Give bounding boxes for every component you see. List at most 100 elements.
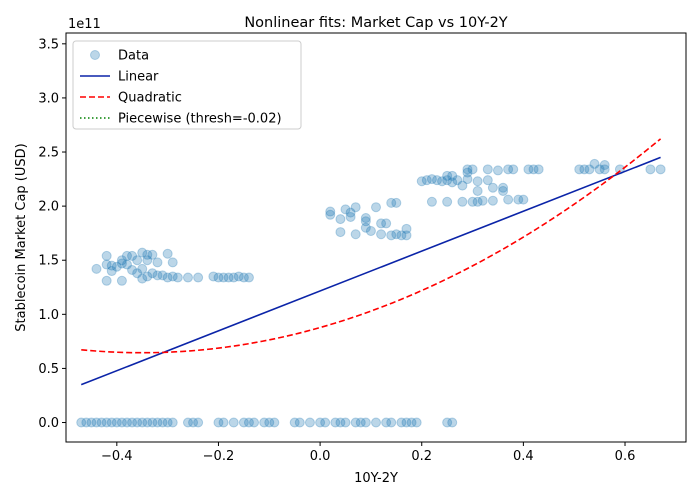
- data-point: [340, 417, 351, 428]
- data-point: [304, 417, 315, 428]
- data-point: [325, 206, 336, 217]
- data-point: [350, 417, 361, 428]
- data-point: [142, 249, 153, 260]
- data-point: [137, 417, 148, 428]
- data-point: [594, 164, 605, 175]
- legend-label: Piecewise (thresh=-0.02): [118, 112, 282, 127]
- data-point: [589, 158, 600, 169]
- x-tick-label: −0.2: [203, 449, 235, 464]
- data-point: [498, 185, 509, 196]
- data-point: [121, 250, 132, 261]
- chart-title: Nonlinear fits: Market Cap vs 10Y-2Y: [244, 15, 507, 31]
- y-tick-label: 0.0: [38, 416, 59, 431]
- data-point: [208, 271, 219, 282]
- data-point: [599, 164, 610, 175]
- data-point: [462, 174, 473, 185]
- data-point: [431, 175, 442, 186]
- data-point: [294, 417, 305, 428]
- data-point: [121, 259, 132, 270]
- data-point: [401, 223, 412, 234]
- data-point: [116, 275, 127, 286]
- data-point: [325, 209, 336, 220]
- y-tick-label: 2.5: [38, 146, 59, 161]
- data-point: [599, 160, 610, 171]
- data-point: [472, 185, 483, 196]
- plot-frame: [65, 32, 687, 443]
- data-point: [335, 214, 346, 225]
- data-point: [355, 417, 366, 428]
- data-point: [376, 218, 387, 229]
- data-point: [157, 417, 168, 428]
- data-point: [86, 417, 97, 428]
- linear-fit-line: [80, 156, 661, 386]
- data-point: [127, 264, 138, 275]
- data-point: [127, 417, 138, 428]
- legend-label: Quadratic: [118, 91, 182, 106]
- data-point: [386, 417, 397, 428]
- data-point: [437, 176, 448, 187]
- data-point: [396, 417, 407, 428]
- data-point: [330, 417, 341, 428]
- data-point: [391, 197, 402, 208]
- data-point: [152, 257, 163, 268]
- data-point: [447, 417, 458, 428]
- data-point: [213, 417, 224, 428]
- data-point: [238, 417, 249, 428]
- data-point: [182, 272, 193, 283]
- data-point: [462, 167, 473, 178]
- data-point: [162, 417, 173, 428]
- data-point: [264, 417, 275, 428]
- data-point: [111, 417, 122, 428]
- data-point: [243, 272, 254, 283]
- y-tick-label: 1.0: [38, 308, 59, 323]
- data-point: [492, 165, 503, 176]
- data-point: [172, 272, 183, 283]
- data-point: [442, 175, 453, 186]
- legend: Data Linear Quadratic Piecewise (thresh=-0.…: [72, 40, 302, 130]
- data-point: [386, 230, 397, 241]
- data-point: [182, 417, 193, 428]
- data-point: [142, 271, 153, 282]
- data-point: [188, 417, 199, 428]
- data-point: [386, 197, 397, 208]
- data-point: [579, 164, 590, 175]
- data-point: [411, 417, 422, 428]
- data-point: [91, 417, 102, 428]
- data-point: [340, 204, 351, 215]
- data-point: [482, 164, 493, 175]
- data-point: [243, 417, 254, 428]
- data-point: [101, 259, 112, 270]
- data-point: [396, 230, 407, 241]
- data-point: [447, 170, 458, 181]
- data-point: [513, 194, 524, 205]
- data-point: [132, 255, 143, 266]
- y-tick-label: 1.5: [38, 254, 59, 269]
- data-point: [167, 417, 178, 428]
- data-point: [350, 229, 361, 240]
- data-point: [508, 164, 519, 175]
- data-point: [528, 164, 539, 175]
- data-point: [442, 417, 453, 428]
- data-point: [574, 164, 585, 175]
- data-point: [218, 272, 229, 283]
- data-point: [381, 417, 392, 428]
- data-point: [335, 227, 346, 238]
- data-point: [345, 207, 356, 218]
- data-point: [137, 273, 148, 284]
- data-point: [360, 222, 371, 233]
- data-point: [376, 229, 387, 240]
- data-point: [81, 417, 92, 428]
- data-point: [101, 250, 112, 261]
- axes: −0.4 −0.2 0.0 0.2 0.4 0.6 0.0 0.5 1.0 1.5 2.0 2.5 3.…: [38, 32, 687, 464]
- data-point: [503, 164, 514, 175]
- data-point: [416, 176, 427, 187]
- data-point: [106, 266, 117, 277]
- legend-box: [72, 40, 302, 130]
- data-point: [101, 275, 112, 286]
- data-point: [127, 250, 138, 261]
- legend-marker-data: [90, 50, 100, 60]
- data-point: [467, 164, 478, 175]
- data-point: [193, 417, 204, 428]
- data-point: [238, 272, 249, 283]
